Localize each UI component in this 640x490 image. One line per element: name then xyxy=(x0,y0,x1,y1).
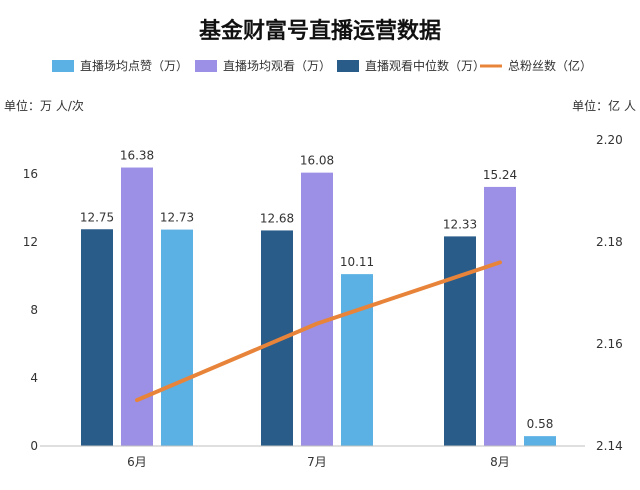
x-axis-ticks: 6月 7月 8月 xyxy=(127,455,510,469)
bar xyxy=(261,230,293,446)
y2-tick-label: 2.20 xyxy=(596,133,623,147)
legend-label: 直播场均观看（万） xyxy=(223,59,331,73)
bar-data-label: 0.58 xyxy=(527,417,554,431)
bar-data-label: 12.33 xyxy=(443,217,477,231)
y-tick-label: 12 xyxy=(23,235,38,249)
legend-bar-swatch xyxy=(52,60,74,72)
bar-data-label: 12.75 xyxy=(80,210,114,224)
legend-label: 总粉丝数（亿） xyxy=(508,58,592,73)
bars-group: 12.75 12.68 12.33 16.38 16.08 15.24 12.73 10.11… xyxy=(80,149,556,447)
bar-data-label: 10.11 xyxy=(340,255,374,269)
y-axis-label: 单位：万 人/次 xyxy=(4,98,84,113)
y2-tick-label: 2.14 xyxy=(596,439,623,453)
y-tick-label: 4 xyxy=(30,371,38,385)
bar-data-label: 15.24 xyxy=(483,168,517,182)
bar-data-label: 16.38 xyxy=(120,149,154,163)
line-series-group xyxy=(135,260,502,403)
legend: 直播场均点赞（万） 直播场均观看（万） 直播观看中位数（万） 总粉丝数（亿） xyxy=(52,58,592,73)
bar xyxy=(161,229,193,446)
bar-data-label: 12.73 xyxy=(160,211,194,225)
bar xyxy=(444,236,476,446)
x-tick-label: 6月 xyxy=(127,455,147,469)
x-tick-label: 8月 xyxy=(490,455,510,469)
chart-title: 基金财富号直播运营数据 xyxy=(199,18,441,44)
y-tick-label: 16 xyxy=(23,167,38,181)
y2-tick-label: 2.16 xyxy=(596,337,623,351)
legend-label: 直播观看中位数（万） xyxy=(365,58,485,73)
legend-label: 直播场均点赞（万） xyxy=(80,59,188,73)
bar xyxy=(121,167,153,447)
bar-data-label: 12.68 xyxy=(260,211,294,225)
bar xyxy=(81,229,113,446)
bar-data-label: 16.08 xyxy=(300,154,334,168)
y2-tick-label: 2.18 xyxy=(596,235,623,249)
y2-axis-ticks: 2.14 2.16 2.18 2.20 xyxy=(596,133,623,453)
bar xyxy=(301,172,333,446)
legend-bar-swatch xyxy=(195,60,217,72)
bar xyxy=(484,186,516,447)
y-tick-label: 0 xyxy=(30,439,38,453)
y-axis-ticks: 0 4 8 12 16 xyxy=(23,167,38,453)
x-tick-label: 7月 xyxy=(307,455,327,469)
bar xyxy=(341,274,373,446)
legend-bar-swatch xyxy=(337,60,359,72)
bar xyxy=(524,436,556,446)
y2-axis-label: 单位：亿 人 xyxy=(572,98,636,113)
y-tick-label: 8 xyxy=(30,303,38,317)
